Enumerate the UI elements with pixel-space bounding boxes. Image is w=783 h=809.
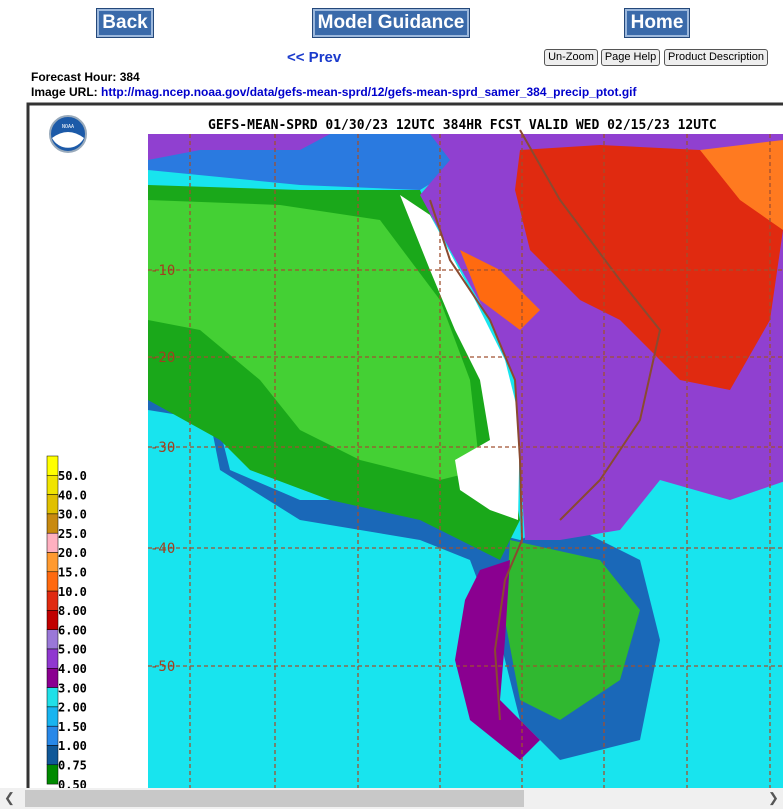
- forecast-hour-label: Forecast Hour:: [31, 70, 117, 84]
- legend-swatch: [46, 494, 59, 515]
- forecast-hour-value: 384: [119, 70, 140, 84]
- legend-swatch: [46, 764, 59, 785]
- legend-label: 6.00: [58, 623, 87, 637]
- legend-label: 2.00: [58, 701, 87, 715]
- prev-link[interactable]: << Prev: [287, 49, 342, 66]
- legend-swatch: [46, 571, 59, 592]
- forecast-hour: Forecast Hour: 384: [31, 70, 140, 84]
- legend-label: 1.50: [58, 720, 87, 734]
- image-url: Image URL: http://mag.ncep.noaa.gov/data…: [31, 85, 637, 99]
- model-guidance-button[interactable]: Model Guidance: [312, 8, 470, 38]
- legend-label: 4.00: [58, 662, 87, 676]
- noaa-logo-text: NOAA: [62, 124, 74, 130]
- lat-lon-grid: -10 -20 -30 -40 -50: [148, 134, 783, 788]
- legend-swatch: [46, 532, 59, 553]
- horizontal-scrollbar[interactable]: ❮ ❯: [0, 788, 783, 809]
- white-region: [400, 195, 520, 520]
- lat-label: -50: [150, 659, 175, 675]
- patagonia-green: [505, 540, 640, 720]
- scrollbar-thumb[interactable]: [25, 790, 524, 807]
- noaa-logo-bird: [52, 132, 84, 148]
- legend-label: 30.0: [58, 508, 87, 522]
- legend-label: 0.75: [58, 759, 87, 773]
- legend-label: 20.0: [58, 546, 87, 560]
- legend-swatch: [46, 687, 59, 708]
- scroll-left[interactable]: ❮: [4, 790, 15, 805]
- legend-label: 3.00: [58, 681, 87, 695]
- legend-swatch: [46, 706, 59, 727]
- legend-swatch: [46, 455, 59, 476]
- unzoom-button[interactable]: Un-Zoom: [544, 49, 598, 66]
- legend-label: 5.00: [58, 643, 87, 657]
- lat-label: -10: [150, 263, 175, 279]
- legend-swatch: [46, 668, 59, 688]
- coastline: [429, 129, 662, 721]
- red-region: [515, 145, 783, 390]
- legend-swatch: [46, 590, 59, 611]
- legend-swatch: [46, 648, 59, 669]
- map-field: [148, 129, 783, 788]
- legend-label: 50.0: [58, 469, 87, 483]
- map-title: GEFS-MEAN-SPRD 01/30/23 12UTC 384HR FCST…: [208, 118, 717, 133]
- legend-label: 8.00: [58, 604, 87, 618]
- scroll-right[interactable]: ❯: [768, 790, 779, 805]
- legend-swatch: [46, 725, 59, 746]
- legend-label: 25.0: [58, 527, 87, 541]
- legend-swatch: [46, 475, 59, 495]
- orange-region-ne: [700, 140, 783, 230]
- legend-swatch: [46, 552, 59, 573]
- product-description-button[interactable]: Product Description: [664, 49, 768, 66]
- legend-label: 40.0: [58, 488, 87, 502]
- legend-swatch: [46, 513, 59, 534]
- back-button[interactable]: Back: [96, 8, 154, 38]
- purple-band: [148, 134, 330, 160]
- legend-label: 10.0: [58, 585, 87, 599]
- page-help-button[interactable]: Page Help: [601, 49, 660, 66]
- legend-swatch: [46, 745, 59, 766]
- lat-label: -30: [150, 440, 175, 456]
- image-url-label: Image URL:: [31, 85, 98, 99]
- home-button[interactable]: Home: [624, 8, 690, 38]
- legend-swatch: [46, 629, 59, 650]
- legend-swatch: [46, 610, 59, 630]
- legend-label: 1.00: [58, 739, 87, 753]
- lat-label: -40: [150, 541, 175, 557]
- chile-purple: [455, 560, 540, 760]
- image-url-link[interactable]: http://mag.ncep.noaa.gov/data/gefs-mean-…: [101, 85, 637, 99]
- legend-label: 15.0: [58, 566, 87, 580]
- lat-label: -20: [150, 350, 175, 366]
